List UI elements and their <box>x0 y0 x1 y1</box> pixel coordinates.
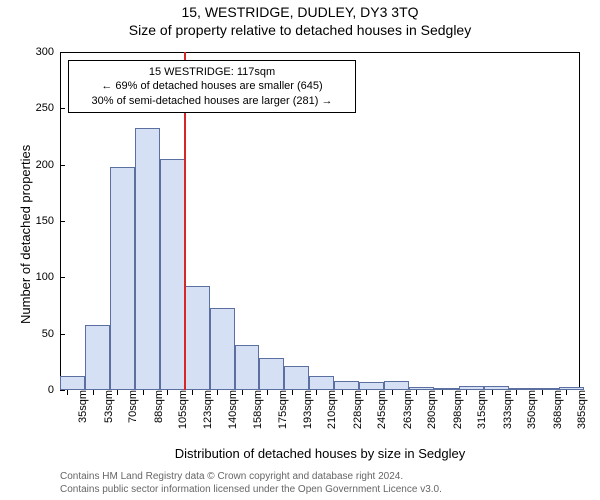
x-tick-label: 333sqm <box>496 390 514 429</box>
x-tick-mark <box>217 390 218 395</box>
x-tick-label: 140sqm <box>221 390 239 429</box>
footer-attribution: Contains HM Land Registry data © Crown c… <box>60 470 442 496</box>
footer-line-2: Contains public sector information licen… <box>60 483 442 496</box>
x-tick-label: 280sqm <box>420 390 438 429</box>
x-tick-label: 245sqm <box>370 390 388 429</box>
histogram-bar <box>359 382 384 390</box>
x-tick-label: 210sqm <box>320 390 338 429</box>
x-tick-mark <box>416 390 417 395</box>
y-tick: 50 <box>42 328 60 340</box>
histogram-bar <box>110 167 135 390</box>
x-tick-label: 263sqm <box>396 390 414 429</box>
histogram-bar <box>135 128 160 391</box>
x-tick-label: 123sqm <box>196 390 214 429</box>
x-tick-mark <box>143 390 144 395</box>
histogram-bar <box>85 325 110 390</box>
histogram-bar <box>309 376 334 390</box>
x-tick-mark <box>117 390 118 395</box>
x-tick-label: 368sqm <box>546 390 564 429</box>
x-tick-mark <box>292 390 293 395</box>
y-tick: 100 <box>36 271 60 283</box>
x-tick-mark <box>466 390 467 395</box>
chart-container: 15, WESTRIDGE, DUDLEY, DY3 3TQ Size of p… <box>0 4 600 500</box>
y-tick: 300 <box>36 46 60 58</box>
histogram-bar <box>210 308 235 390</box>
x-tick-mark <box>516 390 517 395</box>
x-tick-label: 228sqm <box>346 390 364 429</box>
histogram-bar <box>384 381 409 390</box>
y-tick: 200 <box>36 159 60 171</box>
x-tick-mark <box>267 390 268 395</box>
histogram-bar <box>160 159 185 390</box>
x-axis-label: Distribution of detached houses by size … <box>60 446 580 461</box>
chart-title-address: 15, WESTRIDGE, DUDLEY, DY3 3TQ <box>0 4 600 20</box>
x-tick-label: 105sqm <box>171 390 189 429</box>
x-tick-label: 70sqm <box>121 390 139 423</box>
x-tick-mark <box>392 390 393 395</box>
y-axis-label: Number of detached properties <box>18 145 33 324</box>
chart-titles: 15, WESTRIDGE, DUDLEY, DY3 3TQ Size of p… <box>0 4 600 38</box>
x-tick-label: 53sqm <box>97 390 115 423</box>
y-tick: 150 <box>36 215 60 227</box>
histogram-bar <box>259 358 284 390</box>
annotation-line-3: 30% of semi-detached houses are larger (… <box>77 94 347 108</box>
x-tick-mark <box>316 390 317 395</box>
x-tick-mark <box>192 390 193 395</box>
x-tick-label: 298sqm <box>446 390 464 429</box>
annotation-box: 15 WESTRIDGE: 117sqm ← 69% of detached h… <box>68 60 356 113</box>
histogram-bar <box>284 366 309 390</box>
x-tick-mark <box>342 390 343 395</box>
annotation-line-1: 15 WESTRIDGE: 117sqm <box>77 65 347 79</box>
y-tick: 0 <box>48 384 60 396</box>
y-tick: 250 <box>36 102 60 114</box>
histogram-bar <box>334 381 359 390</box>
x-tick-label: 35sqm <box>71 390 89 423</box>
x-tick-mark <box>167 390 168 395</box>
histogram-bar <box>60 376 85 390</box>
x-tick-mark <box>242 390 243 395</box>
chart-title-subtitle: Size of property relative to detached ho… <box>0 22 600 38</box>
x-tick-mark <box>542 390 543 395</box>
x-tick-label: 88sqm <box>147 390 165 423</box>
x-tick-label: 193sqm <box>296 390 314 429</box>
x-tick-mark <box>93 390 94 395</box>
x-tick-label: 175sqm <box>271 390 289 429</box>
x-tick-label: 350sqm <box>520 390 538 429</box>
x-tick-mark <box>67 390 68 395</box>
footer-line-1: Contains HM Land Registry data © Crown c… <box>60 470 442 483</box>
x-tick-label: 315sqm <box>470 390 488 429</box>
annotation-line-2: ← 69% of detached houses are smaller (64… <box>77 79 347 93</box>
x-tick-mark <box>492 390 493 395</box>
x-tick-label: 385sqm <box>570 390 588 429</box>
histogram-bar <box>235 345 260 390</box>
x-tick-mark <box>366 390 367 395</box>
x-tick-mark <box>442 390 443 395</box>
x-tick-label: 158sqm <box>246 390 264 429</box>
x-tick-mark <box>566 390 567 395</box>
histogram-bar <box>185 286 210 390</box>
